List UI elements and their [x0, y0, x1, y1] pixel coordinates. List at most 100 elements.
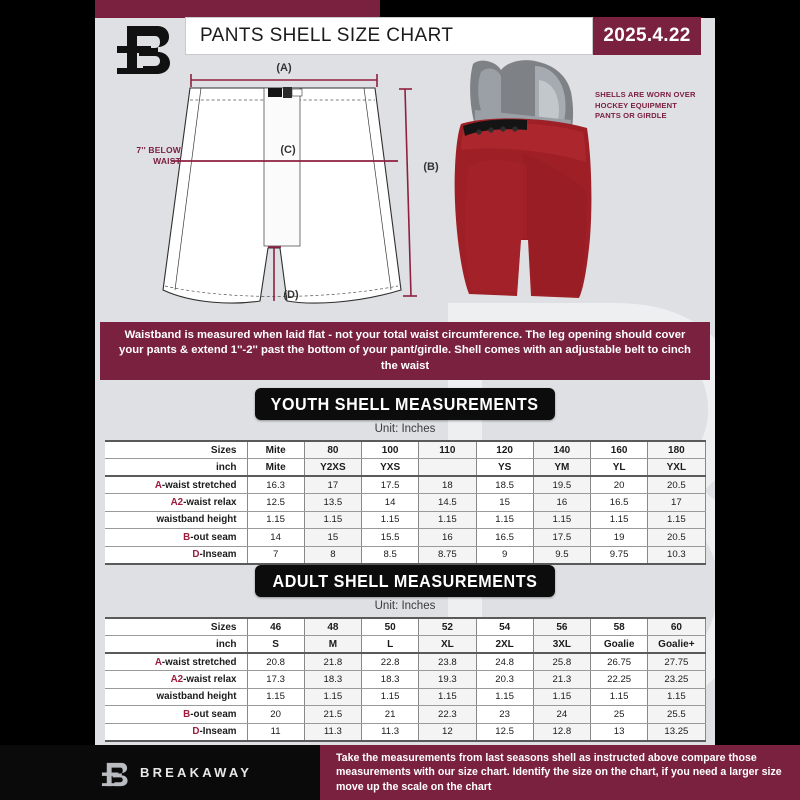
table-cell: 16 — [418, 528, 477, 547]
table-cell: 7 — [246, 546, 305, 565]
table-cell: 12.5 — [475, 723, 534, 742]
table-cell: 12.8 — [532, 723, 592, 742]
row-label: inch — [105, 458, 248, 477]
footer-instruction: Take the measurements from last seasons … — [320, 745, 800, 800]
table-row: A-waist stretched 16.3 17 17.5 18 18.5 19.5 20 2… — [105, 476, 706, 494]
table-cell: S — [246, 635, 305, 654]
youth-table-body: Sizes Mite 80 100 110 120 140 160 180 inch Mite Y2X… — [105, 440, 706, 565]
product-photo — [435, 58, 615, 303]
table-cell: 11.3 — [303, 723, 363, 742]
adult-measurements-table: Sizes 46 48 50 52 54 56 58 60 inch S M L XL 2XL 3XL Goal… — [105, 617, 706, 742]
table-cell: 1.15 — [418, 688, 477, 706]
breakaway-b-logo-icon — [100, 758, 130, 788]
table-cell: 20.3 — [475, 670, 534, 689]
table-cell: 17.5 — [532, 528, 592, 547]
table-cell: YM — [532, 458, 592, 477]
table-cell: 17.5 — [360, 476, 420, 494]
row-label-marker: B — [183, 708, 191, 720]
row-label: A-waist stretched — [105, 653, 248, 671]
row-label: D-Inseam — [105, 723, 248, 742]
table-row: Sizes 46 48 50 52 54 56 58 60 — [105, 617, 706, 636]
table-cell: 22.25 — [589, 670, 649, 689]
table-cell: 25.8 — [532, 653, 592, 671]
table-cell: 16 — [532, 493, 592, 512]
table-cell: Y2XS — [303, 458, 363, 477]
row-label-marker: D — [192, 549, 200, 560]
youth-section-header: YOUTH SHELL MEASUREMENTS Unit: Inches — [95, 388, 715, 435]
table-cell: 1.15 — [360, 511, 420, 529]
table-cell: 1.15 — [303, 688, 363, 706]
svg-text:(A): (A) — [276, 62, 292, 74]
table-row: A2-waist relax 12.5 13.5 14 14.5 15 16 16.5 17 — [105, 493, 706, 512]
table-cell: 2XL — [475, 635, 534, 654]
table-cell: 21.3 — [532, 670, 592, 689]
table-cell — [418, 458, 477, 477]
table-cell: 12.5 — [246, 493, 305, 512]
youth-unit: Unit: Inches — [374, 423, 436, 435]
below-waist-line-1: 7'' BELOW — [136, 145, 181, 155]
below-waist-note: 7'' BELOW WAIST — [109, 145, 181, 167]
table-cell: 14 — [246, 528, 305, 547]
table-cell: 1.15 — [360, 688, 420, 706]
table-cell: 13.5 — [303, 493, 363, 512]
youth-measurements-table: Sizes Mite 80 100 110 120 140 160 180 inch Mite Y2X… — [105, 440, 706, 565]
table-cell: 13 — [589, 723, 649, 742]
adult-heading: ADULT SHELL MEASUREMENTS — [272, 570, 538, 591]
table-cell: 17 — [303, 476, 363, 494]
table-cell: 15.5 — [360, 528, 420, 547]
table-cell: 180 — [647, 440, 706, 459]
table-row: D-Inseam 11 11.3 11.3 12 12.5 12.8 13 13.25 — [105, 723, 706, 742]
table-cell: L — [360, 635, 420, 654]
table-cell: 1.15 — [532, 688, 592, 706]
table-cell: XL — [418, 635, 477, 654]
shell-measurement-diagram: (A) (B) (C) (D) — [105, 58, 445, 308]
page-title-box: PANTS SHELL SIZE CHART — [185, 17, 593, 55]
table-cell: 56 — [532, 617, 592, 636]
table-cell: 1.15 — [418, 511, 477, 529]
table-cell: 18.3 — [303, 670, 363, 689]
table-cell: 100 — [360, 440, 420, 459]
instruction-banner: Waistband is measured when laid flat - n… — [100, 322, 710, 380]
row-label: A2-waist relax — [105, 670, 248, 689]
table-cell: 23.8 — [418, 653, 477, 671]
table-cell: 16.5 — [589, 493, 649, 512]
table-cell: 20 — [246, 705, 305, 724]
breakaway-b-logo-icon — [113, 16, 175, 78]
table-cell: 23.25 — [647, 670, 706, 689]
table-row: A2-waist relax 17.3 18.3 18.3 19.3 20.3 21.3 22… — [105, 670, 706, 689]
table-cell: 9.5 — [532, 546, 592, 565]
table-cell: Goalie+ — [647, 635, 706, 654]
footer-instruction-text: Take the measurements from last seasons … — [336, 751, 782, 793]
table-cell: 80 — [303, 440, 363, 459]
table-cell: 58 — [589, 617, 649, 636]
table-cell: 1.15 — [475, 688, 534, 706]
table-cell: 26.75 — [589, 653, 649, 671]
footer-brand-name: BREAKAWAY — [140, 765, 253, 780]
table-cell: 9 — [475, 546, 534, 565]
row-label-marker: A2 — [170, 496, 184, 508]
youth-heading: YOUTH SHELL MEASUREMENTS — [271, 393, 539, 414]
table-cell: 1.15 — [589, 511, 649, 529]
row-label: waistband height — [105, 688, 248, 706]
table-cell: 21 — [360, 705, 420, 724]
table-cell: Mite — [246, 458, 305, 477]
table-cell: 18.3 — [360, 670, 420, 689]
table-cell: 1.15 — [647, 511, 706, 529]
table-cell: 17 — [647, 493, 706, 512]
date-badge: 2025.4.22 — [593, 17, 701, 55]
table-cell: 24.8 — [475, 653, 534, 671]
table-cell: 20 — [589, 476, 649, 494]
table-row: B-out seam 14 15 15.5 16 16.5 17.5 19 20.5 — [105, 528, 706, 547]
row-label-marker: A — [154, 656, 162, 668]
table-cell: 1.15 — [303, 511, 363, 529]
footer: BREAKAWAY Take the measurements from las… — [0, 745, 800, 800]
instruction-text: Waistband is measured when laid flat - n… — [119, 328, 691, 372]
top-black-strip — [380, 0, 715, 18]
table-row: B-out seam 20 21.5 21 22.3 23 24 25 25.5 — [105, 705, 706, 724]
row-label: B-out seam — [105, 705, 248, 724]
table-cell: 21.8 — [303, 653, 363, 671]
table-cell: 8 — [303, 546, 363, 565]
table-cell: 1.15 — [475, 511, 534, 529]
table-cell: 3XL — [532, 635, 592, 654]
